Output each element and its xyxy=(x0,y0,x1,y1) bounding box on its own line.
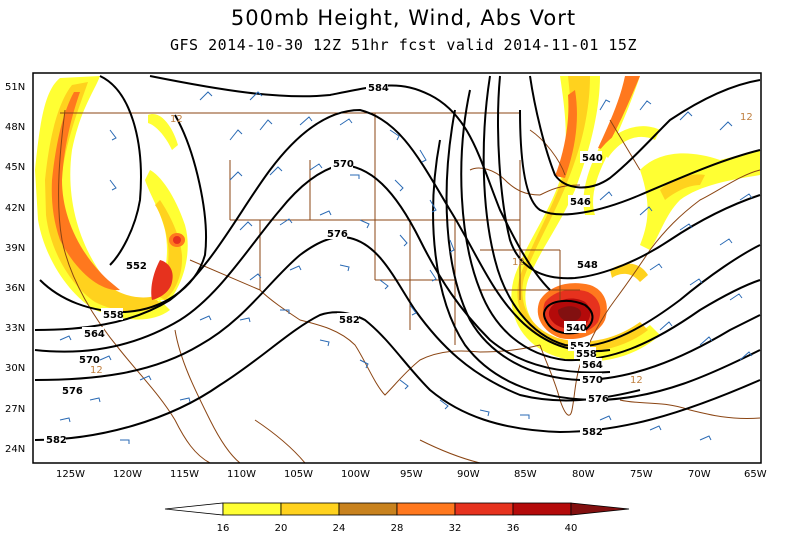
colorbar-segment xyxy=(454,502,514,516)
contour-label: 552 xyxy=(570,341,591,352)
longitude-axis: 125W 120W 115W 110W 105W 100W 95W 90W 85… xyxy=(56,469,767,480)
lat-label: 36N xyxy=(5,283,25,294)
lon-label: 70W xyxy=(688,469,711,480)
contour-label: 576 xyxy=(62,386,83,397)
map-border xyxy=(32,72,762,464)
lon-label: 100W xyxy=(341,469,370,480)
contour-label: 540 xyxy=(582,153,603,164)
vort-label: 12 xyxy=(170,114,183,125)
lon-label: 95W xyxy=(400,469,423,480)
contour-label: 564 xyxy=(582,360,603,371)
colorbar-segment xyxy=(338,502,398,516)
wind-barbs xyxy=(59,91,753,444)
vort-label: 12 xyxy=(740,112,753,123)
contour-label: 558 xyxy=(576,349,597,360)
vorticity-shading-west xyxy=(35,76,188,320)
colorbar-segment xyxy=(164,502,224,516)
lon-label: 90W xyxy=(457,469,480,480)
contour-label: 552 xyxy=(126,261,147,272)
colorbar-segment xyxy=(512,502,572,516)
contour-label: 564 xyxy=(84,329,105,340)
contour-label: 540 xyxy=(566,323,587,334)
lon-label: 110W xyxy=(227,469,256,480)
colorbar-segment xyxy=(280,502,340,516)
lon-label: 120W xyxy=(113,469,142,480)
lat-label: 42N xyxy=(5,203,25,214)
colorbar-segment xyxy=(222,502,282,516)
colorbar-label: 36 xyxy=(507,523,520,534)
colorbar: 16 20 24 28 32 36 40 xyxy=(164,502,630,534)
lon-label: 80W xyxy=(572,469,595,480)
colorbar-label: 40 xyxy=(565,523,578,534)
lat-label: 45N xyxy=(5,162,25,173)
contour-label: 546 xyxy=(570,197,591,208)
map-title: 500mb Height, Wind, Abs Vort xyxy=(230,6,577,30)
contour-label: 576 xyxy=(327,229,348,240)
geographic-boundaries xyxy=(58,109,761,463)
lon-label: 65W xyxy=(744,469,767,480)
lat-label: 51N xyxy=(5,82,25,93)
contour-label: 584 xyxy=(368,83,389,94)
colorbar-label: 16 xyxy=(217,523,230,534)
map-subtitle: GFS 2014-10-30 12Z 51hr fcst valid 2014-… xyxy=(169,36,637,54)
vort-label: 12 xyxy=(512,257,525,268)
contour-label: 582 xyxy=(46,435,67,446)
lat-label: 24N xyxy=(5,444,25,455)
contour-label: 582 xyxy=(339,315,360,326)
vorticity-contour-labels: 12 12 12 12 12 xyxy=(90,112,753,386)
contour-label: 576 xyxy=(588,394,609,405)
colorbar-label: 20 xyxy=(275,523,288,534)
lat-label: 33N xyxy=(5,323,25,334)
lon-label: 115W xyxy=(170,469,199,480)
lon-label: 75W xyxy=(630,469,653,480)
latitude-axis: 51N 48N 45N 42N 39N 36N 33N 30N 27N 24N xyxy=(5,82,25,455)
colorbar-label: 24 xyxy=(333,523,346,534)
contour-label: 570 xyxy=(333,159,354,170)
lat-label: 27N xyxy=(5,404,25,415)
colorbar-segment xyxy=(396,502,456,516)
lon-label: 85W xyxy=(514,469,537,480)
contour-label: 570 xyxy=(582,375,603,386)
vort-label: 12 xyxy=(90,365,103,376)
lat-label: 48N xyxy=(5,122,25,133)
contour-label: 558 xyxy=(103,310,124,321)
lon-label: 125W xyxy=(56,469,85,480)
contour-label: 582 xyxy=(582,427,603,438)
colorbar-label: 32 xyxy=(449,523,462,534)
height-contour-labels: 584 570 576 582 552 558 564 570 576 582 … xyxy=(44,81,609,446)
colorbar-segment xyxy=(570,502,630,516)
lat-label: 39N xyxy=(5,243,25,254)
lat-label: 30N xyxy=(5,363,25,374)
colorbar-label: 28 xyxy=(391,523,404,534)
lon-label: 105W xyxy=(284,469,313,480)
height-contours xyxy=(34,75,761,441)
vort-label: 12 xyxy=(630,375,643,386)
contour-label: 570 xyxy=(79,355,100,366)
contour-label: 548 xyxy=(577,260,598,271)
